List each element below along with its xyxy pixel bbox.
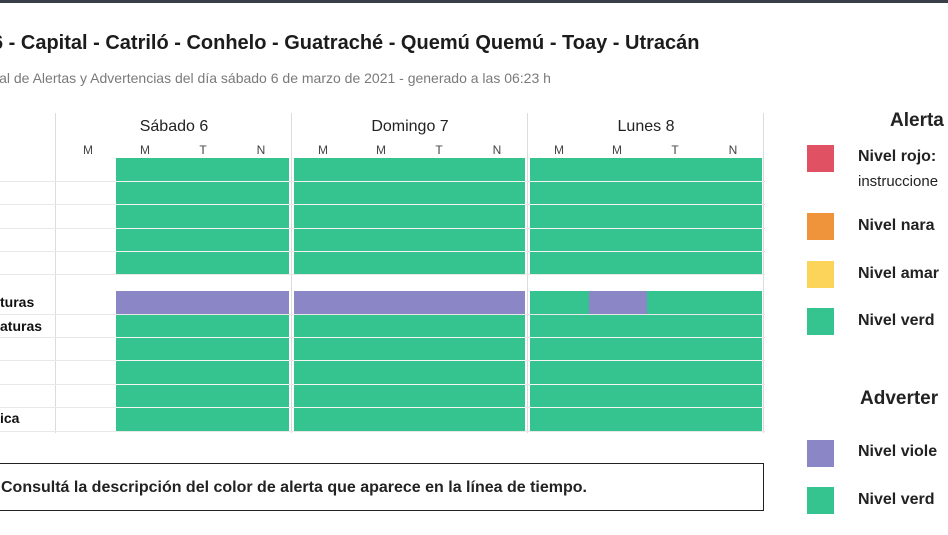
legend-swatch-verde <box>807 308 834 335</box>
note-text: Consultá la descripción del color de ale… <box>1 479 587 496</box>
cell-separator <box>294 228 525 229</box>
slot-label: M <box>140 143 150 157</box>
grid-divider <box>291 113 292 433</box>
page-title: 6 - Capital - Catriló - Conhelo - Guatra… <box>0 32 700 54</box>
legend-label-rojo: Nivel rojo: <box>858 148 937 165</box>
advertencia-block-sabado <box>116 314 289 431</box>
cell-separator <box>116 360 289 361</box>
slot-label: N <box>256 143 266 157</box>
row-line <box>0 431 765 432</box>
cell-separator <box>294 204 525 205</box>
alert-block-domingo <box>294 158 525 274</box>
cell-separator <box>116 251 289 252</box>
cell-separator <box>294 407 525 408</box>
cell-separator <box>530 360 762 361</box>
slot-label: M <box>83 143 93 157</box>
alert-block-sabado <box>116 158 289 274</box>
cell-separator <box>116 337 289 338</box>
alert-block-lunes <box>530 158 762 274</box>
day-header-lunes: Lunes 8 <box>617 118 675 135</box>
slot-label: M <box>612 143 622 157</box>
cell-separator <box>294 337 525 338</box>
slot-label: M <box>554 143 564 157</box>
slot-label: T <box>671 143 679 157</box>
advertencia-verde-lunes-m1 <box>530 291 589 314</box>
day-header-domingo: Domingo 7 <box>371 118 449 135</box>
slot-label: T <box>435 143 443 157</box>
row-label: aturas <box>0 318 43 334</box>
top-bar <box>0 0 948 3</box>
legend-advertencias-title: Adverter <box>860 388 939 409</box>
advertencia-block-domingo <box>294 314 525 431</box>
slot-label: N <box>728 143 738 157</box>
day-header-sabado: Sábado 6 <box>139 118 209 135</box>
cell-separator <box>530 407 762 408</box>
legend-swatch-violeta <box>807 440 834 467</box>
row-line <box>0 274 765 275</box>
legend-label-violeta: Nivel viole <box>858 443 938 460</box>
legend-swatch-naranja <box>807 213 834 240</box>
timeline-note: Consultá la descripción del color de ale… <box>0 463 764 511</box>
grid-divider <box>763 113 764 433</box>
grid-divider <box>55 113 56 433</box>
cell-separator <box>116 228 289 229</box>
legend-swatch-rojo <box>807 145 834 172</box>
cell-separator <box>530 204 762 205</box>
row-label: ica <box>0 410 20 426</box>
advertencia-verde-lunes-tn <box>647 291 762 314</box>
cell-separator <box>530 251 762 252</box>
slot-label: T <box>199 143 207 157</box>
cell-separator <box>294 384 525 385</box>
legend-swatch-verde-advertencia <box>807 487 834 514</box>
cell-separator <box>294 360 525 361</box>
slot-label: M <box>318 143 328 157</box>
row-label: turas <box>0 294 35 310</box>
legend-label-naranja: Nivel nara <box>858 217 935 234</box>
cell-separator <box>116 181 289 182</box>
legend-alertas-title: Alerta <box>890 110 944 131</box>
legend-label-verde-advertencia: Nivel verd <box>858 491 935 508</box>
legend-label-amarillo: Nivel amar <box>858 265 939 282</box>
cell-separator <box>530 337 762 338</box>
cell-separator <box>530 384 762 385</box>
cell-separator <box>530 181 762 182</box>
grid-divider <box>527 113 528 433</box>
legend-desc-rojo: instruccione <box>858 173 939 190</box>
cell-separator <box>116 384 289 385</box>
cell-separator <box>294 181 525 182</box>
cell-separator <box>116 204 289 205</box>
slot-label: M <box>376 143 386 157</box>
row-line <box>0 314 765 315</box>
advertencia-violeta-sabado <box>116 291 289 314</box>
slot-label: N <box>492 143 502 157</box>
advertencia-block-lunes <box>530 314 762 431</box>
cell-separator <box>294 251 525 252</box>
cell-separator <box>530 228 762 229</box>
page-subtitle: ial de Alertas y Advertencias del día sá… <box>0 70 551 86</box>
legend-label-verde: Nivel verd <box>858 312 935 329</box>
legend-swatch-amarillo <box>807 261 834 288</box>
advertencia-violeta-lunes-m2 <box>589 291 647 314</box>
advertencia-violeta-domingo <box>294 291 525 314</box>
cell-separator <box>116 407 289 408</box>
